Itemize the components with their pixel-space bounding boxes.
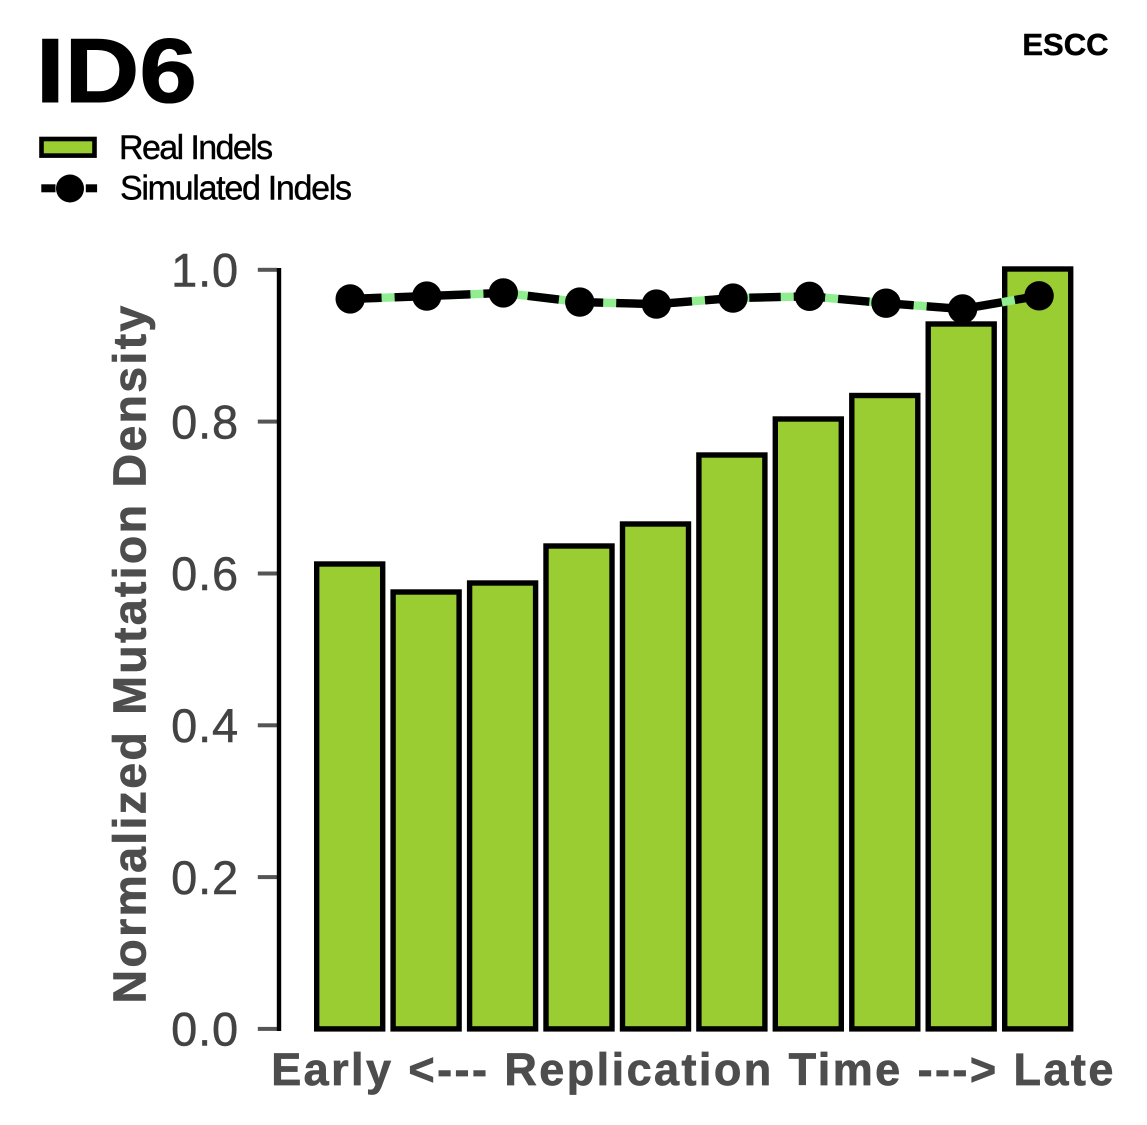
svg-text:ID6: ID6 — [36, 21, 197, 122]
svg-text:0.0: 0.0 — [171, 1003, 239, 1056]
svg-text:1.0: 1.0 — [171, 244, 239, 297]
svg-text:Simulated Indels: Simulated Indels — [120, 170, 351, 208]
svg-text:Early <--- Replication Time --: Early <--- Replication Time ---> Late — [271, 1044, 1116, 1095]
svg-text:ESCC: ESCC — [1022, 27, 1108, 62]
svg-text:0.2: 0.2 — [171, 851, 239, 904]
svg-text:Real Indels: Real Indels — [119, 129, 272, 167]
svg-text:Normalized Mutation Density: Normalized Mutation Density — [103, 304, 155, 1004]
svg-text:0.4: 0.4 — [171, 699, 239, 752]
svg-text:0.8: 0.8 — [171, 395, 239, 448]
svg-text:0.6: 0.6 — [171, 547, 239, 600]
